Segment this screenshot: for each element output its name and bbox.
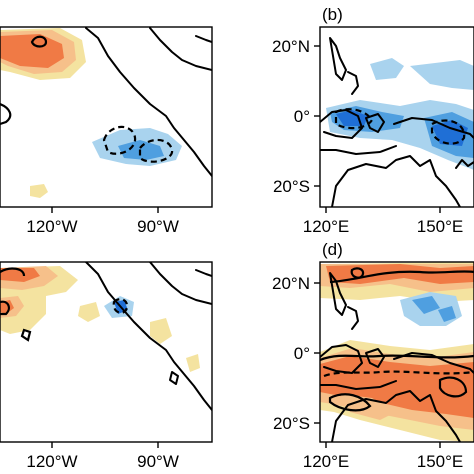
panel-c-map	[0, 262, 212, 411]
significance-contour	[0, 102, 12, 126]
significance-contour	[323, 370, 474, 378]
panel-d-x-tick-label: 150°E	[417, 452, 464, 471]
anomaly-weak-positive	[30, 184, 48, 198]
anomaly-weak-negative	[370, 58, 404, 80]
panel-b-y-tick-label: 0°	[294, 107, 310, 126]
coastline	[331, 390, 461, 442]
coastline	[329, 37, 347, 81]
coastline	[331, 155, 461, 207]
coastline	[85, 27, 212, 177]
significance-contour	[30, 35, 48, 48]
anomaly-strong-positive	[0, 268, 40, 282]
anomaly-weak-positive	[186, 354, 200, 372]
panel-b-x-tick-label: 150°E	[417, 217, 464, 236]
significance-contour	[320, 354, 474, 362]
anomaly-moderate-negative	[438, 306, 456, 322]
coastline	[329, 272, 347, 316]
coastline	[149, 27, 212, 71]
panel-b-y-tick-label: 20°S	[273, 177, 310, 196]
panel-b-x-tick-label: 120°E	[303, 217, 350, 236]
anomaly-weak-negative	[410, 60, 474, 90]
coastline	[365, 348, 385, 368]
tick-marks	[51, 45, 441, 448]
significance-contour	[329, 270, 474, 284]
significance-contour	[0, 300, 10, 316]
significance-contour	[334, 108, 374, 130]
coastline	[320, 380, 397, 390]
anomaly-strong-positive	[0, 300, 14, 314]
significance-contour	[350, 267, 365, 279]
coastline	[455, 159, 474, 169]
panel-d-x-tick-label: 120°E	[303, 452, 350, 471]
panel-b-map	[320, 37, 474, 207]
panel-b-frame	[319, 26, 474, 208]
significance-contour	[0, 267, 26, 277]
panel-d-frame	[319, 261, 474, 443]
coastline	[320, 344, 363, 374]
coastline	[393, 352, 474, 374]
coastline	[149, 262, 212, 305]
panel-d-y-tick-label: 0°	[294, 344, 310, 363]
panel-b-y-tick-label: 20°N	[272, 37, 310, 56]
anomaly-strong-positive	[0, 34, 64, 68]
panel-d-label: (d)	[322, 240, 343, 259]
panel-c-frame	[0, 261, 213, 443]
significance-contour	[430, 119, 466, 145]
coastline	[85, 262, 212, 411]
panel-b-label: (b)	[322, 5, 343, 24]
anomaly-strong-positive	[326, 264, 474, 284]
coastline	[393, 117, 474, 139]
significance-contour	[138, 138, 174, 163]
coastline	[320, 145, 397, 155]
anomaly-strong-negative	[432, 120, 468, 146]
panel-a-x-tick-label: 90°W	[137, 217, 179, 236]
coastline	[169, 371, 179, 385]
panel-c-x-tick-label: 120°W	[26, 452, 77, 471]
coastline	[195, 35, 212, 43]
significance-contour	[20, 328, 32, 342]
significance-contour	[328, 393, 372, 412]
significance-contour	[438, 376, 468, 398]
panel-c-x-tick-label: 90°W	[137, 452, 179, 471]
panel-d-y-tick-label: 20°S	[273, 414, 310, 433]
coastline	[347, 306, 359, 330]
coastline	[320, 109, 363, 139]
significance-contour	[102, 125, 137, 155]
coastline	[347, 71, 359, 95]
anomaly-moderate-negative	[412, 296, 440, 314]
coastline	[195, 269, 212, 277]
panel-a-frame	[0, 26, 213, 208]
anomaly-weak-positive	[150, 318, 172, 344]
coastline	[365, 113, 385, 133]
significance-contour	[112, 298, 128, 314]
panel-d-map	[320, 262, 474, 442]
panel-a-x-tick-label: 120°W	[26, 217, 77, 236]
panel-a-map	[0, 27, 212, 198]
anomaly-weak-positive	[78, 302, 100, 322]
panel-d-y-tick-label: 20°N	[272, 274, 310, 293]
